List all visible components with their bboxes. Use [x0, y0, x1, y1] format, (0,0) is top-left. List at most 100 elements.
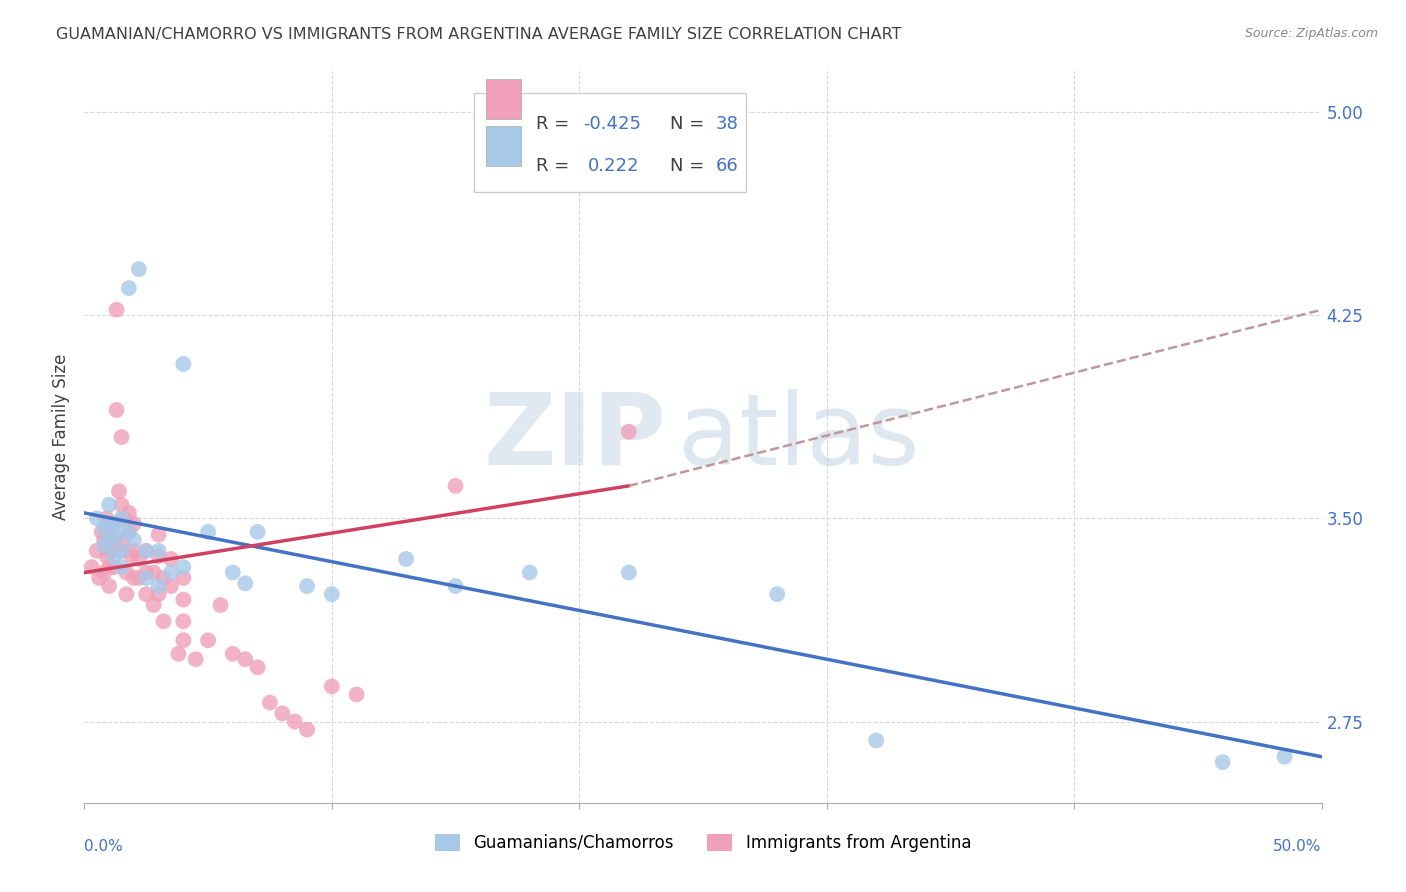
Point [96, 549, 118, 564]
Point [519, 566, 541, 580]
Y-axis label: Average Family Size: Average Family Size [52, 354, 70, 520]
Point [128, 571, 150, 585]
Point [142, 566, 165, 580]
Point [617, 566, 640, 580]
Point [93, 522, 115, 536]
Text: Source: ZipAtlas.com: Source: ZipAtlas.com [1244, 27, 1378, 40]
Point [160, 579, 183, 593]
Point [271, 706, 294, 721]
Point [115, 587, 138, 601]
Point [222, 647, 245, 661]
Point [172, 633, 194, 648]
Point [395, 552, 418, 566]
Point [98, 516, 121, 531]
Point [122, 533, 145, 547]
Point [172, 615, 194, 629]
Point [617, 425, 640, 439]
Point [93, 533, 115, 547]
Point [93, 538, 115, 552]
Point [103, 533, 125, 547]
Point [105, 403, 128, 417]
Point [135, 571, 157, 585]
Point [148, 587, 170, 601]
Point [209, 598, 232, 612]
Point [233, 576, 256, 591]
Point [246, 660, 269, 674]
Point [93, 566, 115, 580]
Point [110, 498, 132, 512]
Text: N =: N = [669, 158, 710, 176]
Text: R =: R = [536, 115, 575, 133]
Point [98, 498, 121, 512]
Point [80, 560, 103, 574]
Text: GUAMANIAN/CHAMORRO VS IMMIGRANTS FROM ARGENTINA AVERAGE FAMILY SIZE CORRELATION : GUAMANIAN/CHAMORRO VS IMMIGRANTS FROM AR… [56, 27, 901, 42]
Point [103, 560, 125, 574]
Point [321, 679, 343, 693]
Point [148, 544, 170, 558]
Point [152, 571, 174, 585]
Point [103, 530, 125, 544]
Point [98, 516, 121, 531]
Point [444, 579, 467, 593]
Point [233, 652, 256, 666]
Point [98, 579, 121, 593]
Point [112, 533, 135, 547]
Text: 0.0%: 0.0% [84, 839, 124, 855]
Text: -0.425: -0.425 [583, 115, 641, 133]
Point [222, 566, 245, 580]
Point [105, 302, 128, 317]
Point [246, 524, 269, 539]
Point [108, 484, 131, 499]
Point [98, 560, 121, 574]
Point [160, 566, 183, 580]
Point [135, 544, 157, 558]
Point [118, 524, 141, 539]
Point [148, 579, 170, 593]
Point [135, 544, 157, 558]
Point [115, 566, 138, 580]
Point [128, 262, 150, 277]
Point [86, 544, 108, 558]
Point [96, 511, 118, 525]
Point [197, 524, 219, 539]
Point [172, 357, 194, 371]
Point [96, 522, 118, 536]
Point [103, 549, 125, 564]
Point [197, 633, 219, 648]
Point [148, 549, 170, 564]
Point [1274, 749, 1296, 764]
Point [98, 544, 121, 558]
Point [172, 592, 194, 607]
Point [86, 511, 108, 525]
Point [110, 430, 132, 444]
Point [118, 281, 141, 295]
Point [98, 527, 121, 541]
Text: 50.0%: 50.0% [1274, 839, 1322, 855]
Point [135, 587, 157, 601]
Point [120, 549, 142, 564]
Point [444, 479, 467, 493]
Point [110, 511, 132, 525]
Point [128, 552, 150, 566]
Point [295, 579, 318, 593]
FancyBboxPatch shape [486, 126, 522, 167]
Point [148, 527, 170, 541]
Point [167, 647, 190, 661]
Point [346, 688, 368, 702]
Text: 0.222: 0.222 [588, 158, 640, 176]
Text: ZIP: ZIP [484, 389, 666, 485]
Point [110, 544, 132, 558]
Point [118, 506, 141, 520]
Text: N =: N = [669, 115, 710, 133]
Point [110, 524, 132, 539]
Point [122, 571, 145, 585]
Point [110, 544, 132, 558]
FancyBboxPatch shape [474, 94, 747, 192]
Point [118, 524, 141, 539]
Point [321, 587, 343, 601]
Point [259, 696, 281, 710]
Point [865, 733, 887, 747]
Point [103, 516, 125, 531]
Point [152, 615, 174, 629]
Text: R =: R = [536, 158, 581, 176]
